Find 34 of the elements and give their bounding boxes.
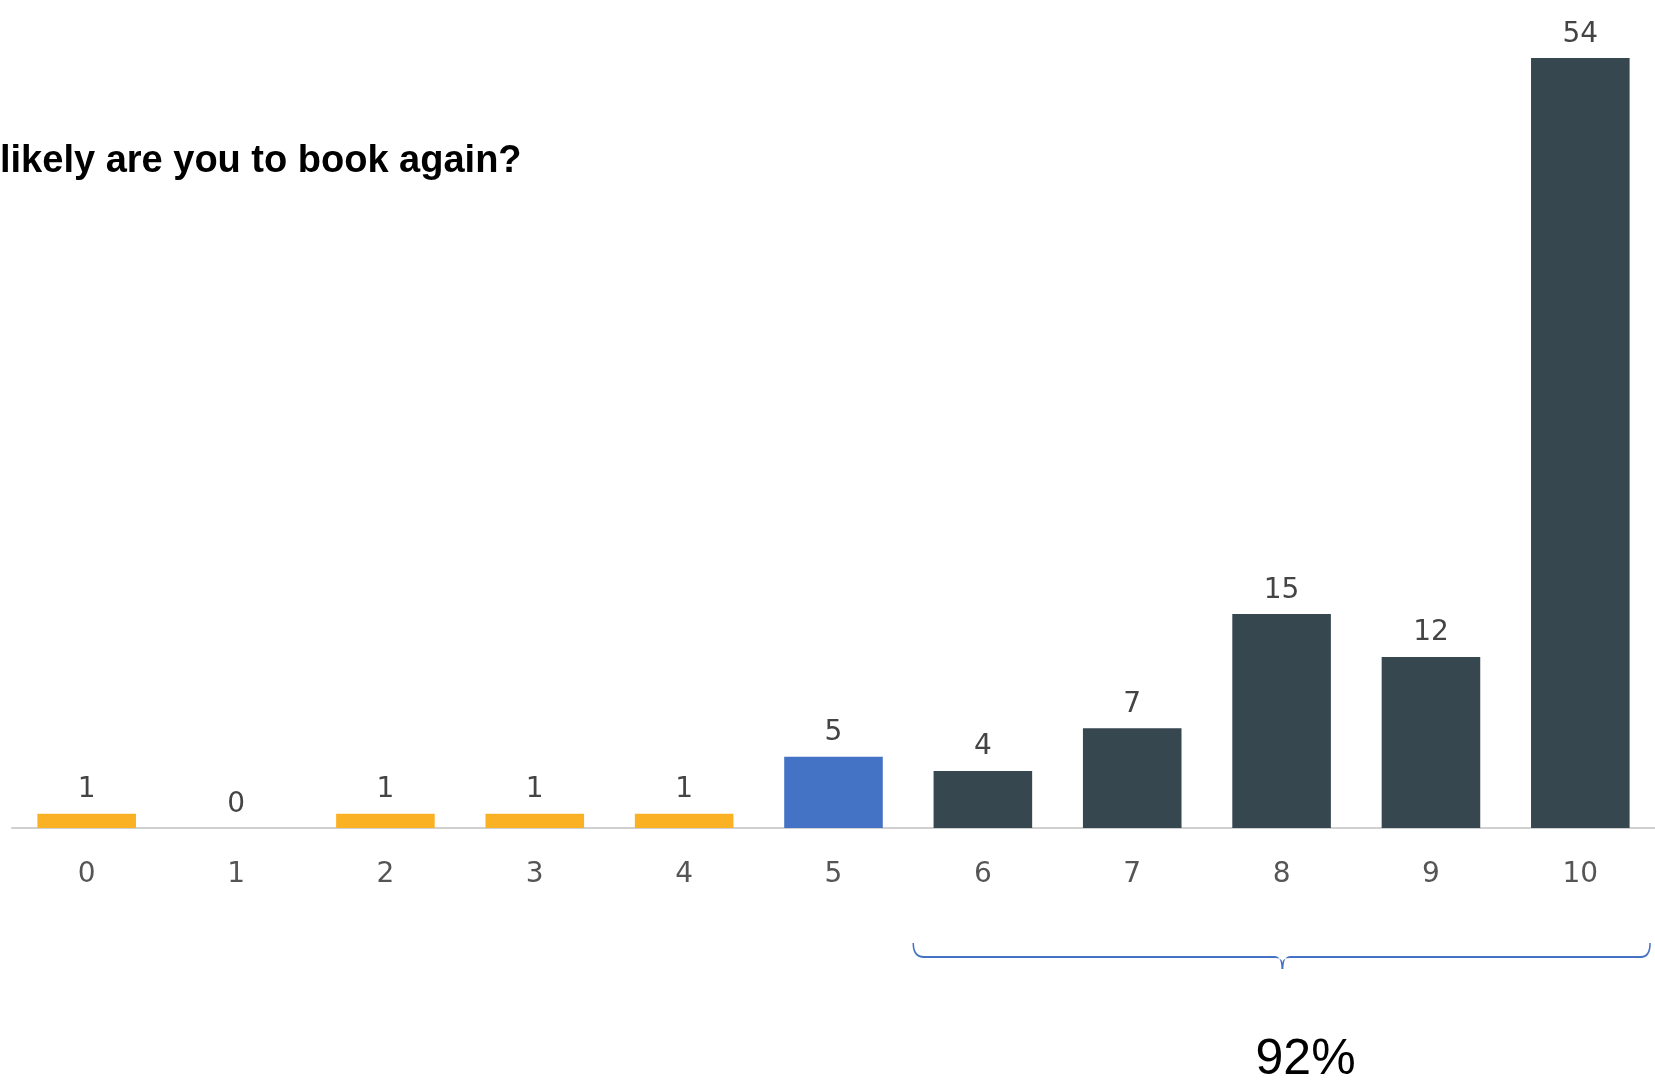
bar — [37, 813, 136, 828]
text: likely are you to book again? — [0, 138, 522, 181]
data-label: 54 — [1562, 15, 1599, 49]
x-tick-label: 0 — [77, 855, 96, 889]
data-label: 1 — [675, 771, 694, 805]
data-label: 15 — [1263, 571, 1300, 605]
bar — [485, 813, 585, 828]
bar — [1232, 614, 1331, 828]
text: 92% — [1255, 1028, 1356, 1081]
x-tick-label: 2 — [376, 855, 395, 889]
x-tick-label: 5 — [824, 855, 843, 889]
x-tick-label: 3 — [525, 855, 544, 889]
bar — [634, 813, 734, 828]
data-label: 1 — [376, 771, 395, 805]
x-tick-label: 4 — [675, 855, 694, 889]
bar — [336, 813, 435, 828]
x-tick-label: 6 — [973, 855, 992, 889]
bar — [1082, 728, 1182, 828]
bar — [784, 756, 883, 828]
data-label: 0 — [227, 785, 245, 819]
data-label: 4 — [973, 728, 992, 762]
data-label: 7 — [1123, 685, 1142, 719]
x-tick-label: 7 — [1123, 855, 1142, 889]
data-label: 1 — [77, 771, 96, 805]
x-tick-label: 9 — [1422, 855, 1440, 889]
x-tick-label: 1 — [227, 855, 245, 889]
bar — [1531, 58, 1630, 828]
data-label: 1 — [525, 771, 544, 805]
data-label: 5 — [824, 714, 843, 748]
x-tick-label: 8 — [1272, 855, 1291, 889]
bar — [933, 770, 1033, 828]
bar — [1381, 656, 1481, 828]
data-label: 12 — [1413, 614, 1449, 648]
x-tick-label: 10 — [1562, 855, 1599, 889]
